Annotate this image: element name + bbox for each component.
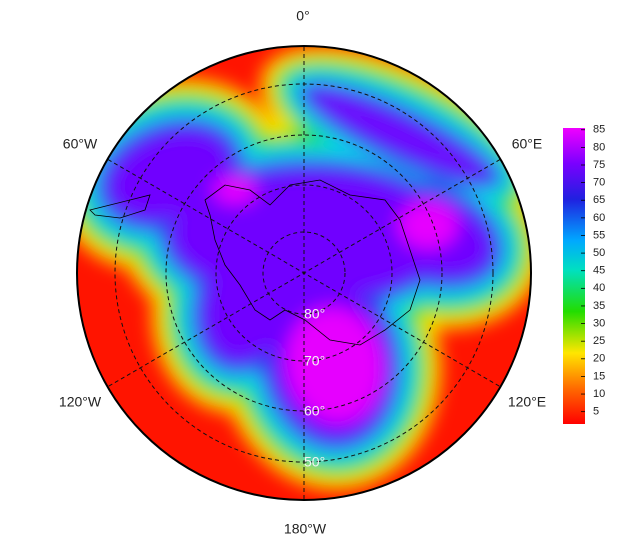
longitude-label: 180°W [284, 521, 327, 537]
colorbar-tick-label: 70 [593, 177, 605, 189]
colorbar-tick-label: 50 [593, 247, 605, 259]
field-patch [398, 201, 458, 249]
latitude-label: 50° [304, 454, 325, 470]
field-patch [310, 91, 490, 179]
longitude-label: 60°E [512, 136, 543, 152]
colorbar-tick-label: 10 [593, 388, 605, 400]
data-field [77, 46, 531, 500]
map-border [76, 45, 532, 501]
longitude-label: 60°W [63, 136, 98, 152]
graticule [89, 46, 507, 500]
colorbar-tick-label: 15 [593, 370, 605, 382]
longitude-label: 120°E [508, 394, 546, 410]
colorbar-tick-label: 5 [593, 406, 599, 418]
longitude-label: 0° [296, 8, 309, 24]
colorbar-ticks: 5 10 15 20 25 30 35 40 45 50 55 60 65 70 75 80 85 [581, 124, 605, 418]
colorbar-tick-label: 25 [593, 335, 605, 347]
colorbar-tick-label: 40 [593, 282, 605, 294]
colorbar-tick-label: 45 [593, 265, 605, 277]
colorbar-tick-label: 30 [593, 317, 605, 329]
colorbar-tick-label: 75 [593, 159, 605, 171]
colorbar-tick-label: 85 [593, 124, 605, 136]
field-patch [109, 130, 231, 220]
colorbar [563, 128, 585, 424]
colorbar-tick-label: 35 [593, 300, 605, 312]
colorbar-tick-label: 60 [593, 212, 605, 224]
latitude-label: 80° [304, 306, 325, 322]
field-patch [286, 307, 384, 423]
colorbar-tick-label: 65 [593, 194, 605, 206]
colorbar-tick-label: 80 [593, 141, 605, 153]
longitude-label: 120°W [59, 394, 102, 410]
latitude-label: 70° [304, 353, 325, 369]
field-patch [204, 238, 296, 362]
colorbar-tick-label: 55 [593, 229, 605, 241]
latitude-label: 60° [304, 403, 325, 419]
field-patch [213, 176, 257, 204]
colorbar-tick-label: 20 [593, 353, 605, 365]
